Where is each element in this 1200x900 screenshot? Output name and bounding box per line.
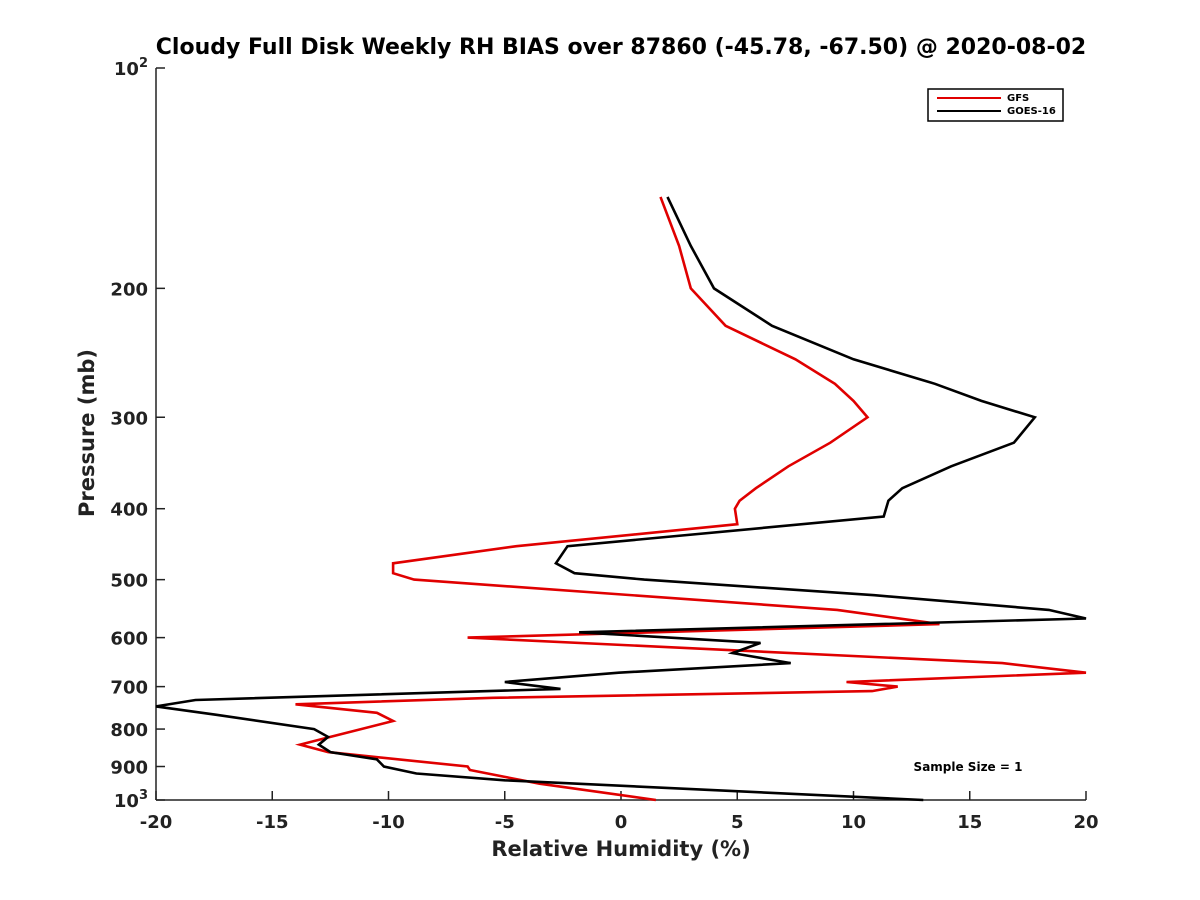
x-tick-label: 0 <box>615 812 628 833</box>
legend-label-goes-16: GOES-16 <box>1007 106 1056 117</box>
y-tick-label: 500 <box>110 571 148 592</box>
y-tick-label: 300 <box>110 408 148 429</box>
y-tick-label: 900 <box>110 758 148 779</box>
x-tick-label: 10 <box>841 812 866 833</box>
x-tick-label: -5 <box>495 812 515 833</box>
plot-axes: -20 -15 -10 -5 0 5 10 15 20 102 200 300 400 500 600 700… <box>110 56 1098 833</box>
series-line-gfs <box>294 196 1087 802</box>
x-tick-label: 20 <box>1073 812 1098 833</box>
x-tick-label: 15 <box>957 812 982 833</box>
legend-label-gfs: GFS <box>1007 93 1029 104</box>
series-layer <box>155 196 1087 802</box>
y-tick-label: 102 <box>114 56 148 80</box>
y-tick-label: 700 <box>110 678 148 699</box>
legend: GFS GOES-16 <box>927 88 1064 122</box>
x-tick-label: -20 <box>140 812 173 833</box>
x-tick-label: -10 <box>372 812 405 833</box>
legend-box <box>927 88 1064 122</box>
x-axis-label: Relative Humidity (%) <box>491 837 750 861</box>
y-tick-label: 600 <box>110 629 148 650</box>
chart-title: Cloudy Full Disk Weekly RH BIAS over 878… <box>156 35 1086 60</box>
x-tick-label: -15 <box>256 812 289 833</box>
x-tick-label: 5 <box>731 812 744 833</box>
y-tick-label: 400 <box>110 500 148 521</box>
y-tick-label: 200 <box>110 279 148 300</box>
y-axis-label: Pressure (mb) <box>75 349 99 517</box>
y-tick-label: 800 <box>110 720 148 741</box>
sample-size-annotation: Sample Size = 1 <box>914 760 1023 774</box>
y-tick-label: 103 <box>114 788 148 812</box>
series-line-goes-16 <box>155 196 1087 802</box>
